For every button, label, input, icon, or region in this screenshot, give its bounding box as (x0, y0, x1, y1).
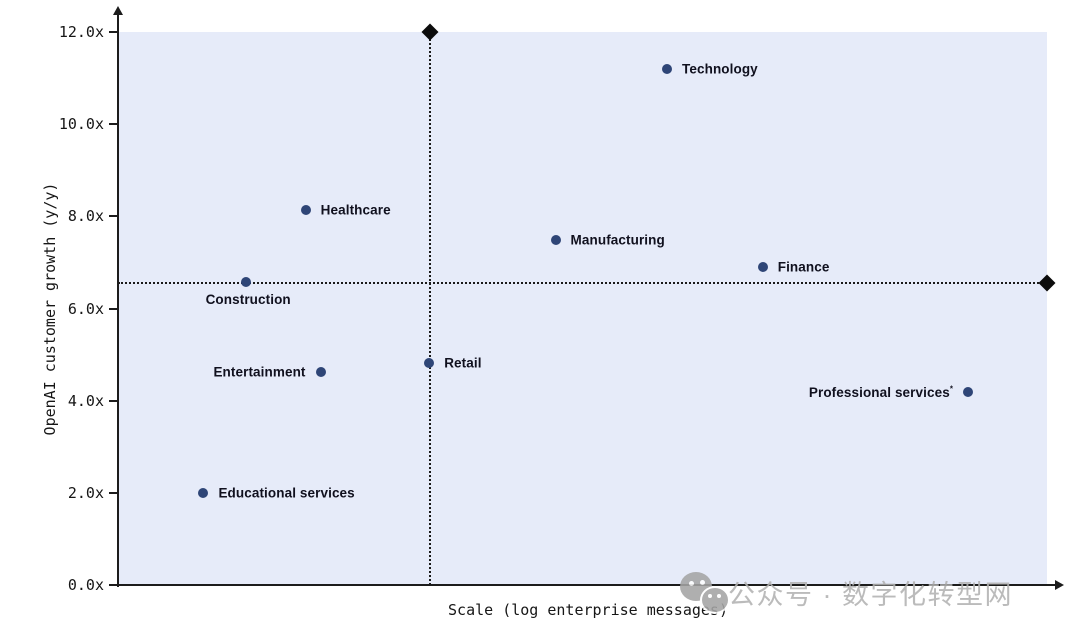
x-axis-title: Scale (log enterprise messages) (448, 601, 728, 619)
data-label: Retail (444, 355, 482, 371)
y-tick-label: 0.0x (67, 576, 104, 594)
y-tick-label: 2.0x (67, 483, 104, 502)
y-tick-label: 12.0x (58, 23, 104, 41)
data-point-technology (662, 63, 673, 74)
data-point-professional-services (963, 386, 974, 397)
watermark-text: 公众号 · 数字化转型网 (728, 579, 1013, 610)
y-tick-label: 4.0x (67, 391, 104, 410)
data-label: Finance (777, 259, 830, 275)
wechat-icon (678, 570, 730, 614)
data-point-retail (424, 357, 435, 368)
y-tick (109, 491, 117, 494)
reference-line-horizontal (118, 281, 1047, 284)
y-tick-label: 6.0x (67, 299, 104, 318)
data-point-construction (241, 277, 252, 288)
watermark: 公众号 · 数字化转型网 (678, 570, 1013, 614)
y-tick (109, 307, 117, 310)
data-label: Entertainment (213, 364, 306, 380)
y-tick (109, 215, 117, 218)
y-tick-label: 10.0x (58, 115, 104, 134)
y-tick (109, 123, 117, 126)
data-label: Healthcare (320, 202, 391, 218)
data-label: Construction (205, 292, 291, 308)
data-label: Educational services (218, 485, 355, 501)
data-label: Manufacturing (570, 232, 665, 248)
y-tick (109, 399, 117, 402)
data-point-healthcare (300, 205, 311, 216)
reference-line-vertical (429, 32, 432, 585)
x-axis-arrow-icon (1055, 580, 1064, 590)
y-axis-line (117, 13, 119, 587)
y-axis-arrow-icon (113, 6, 123, 15)
y-tick (109, 584, 117, 586)
x-axis-line (117, 584, 1056, 586)
data-label: Professional services* (808, 384, 954, 400)
data-point-finance (757, 262, 768, 273)
y-axis-title: OpenAI customer growth (y/y) (41, 182, 59, 435)
data-point-educational-services (198, 488, 209, 499)
y-tick-label: 8.0x (67, 207, 104, 226)
data-label: Technology (682, 61, 758, 77)
y-tick (109, 31, 117, 33)
data-point-entertainment (315, 367, 326, 378)
data-point-manufacturing (550, 234, 561, 245)
plot-area (118, 32, 1047, 585)
